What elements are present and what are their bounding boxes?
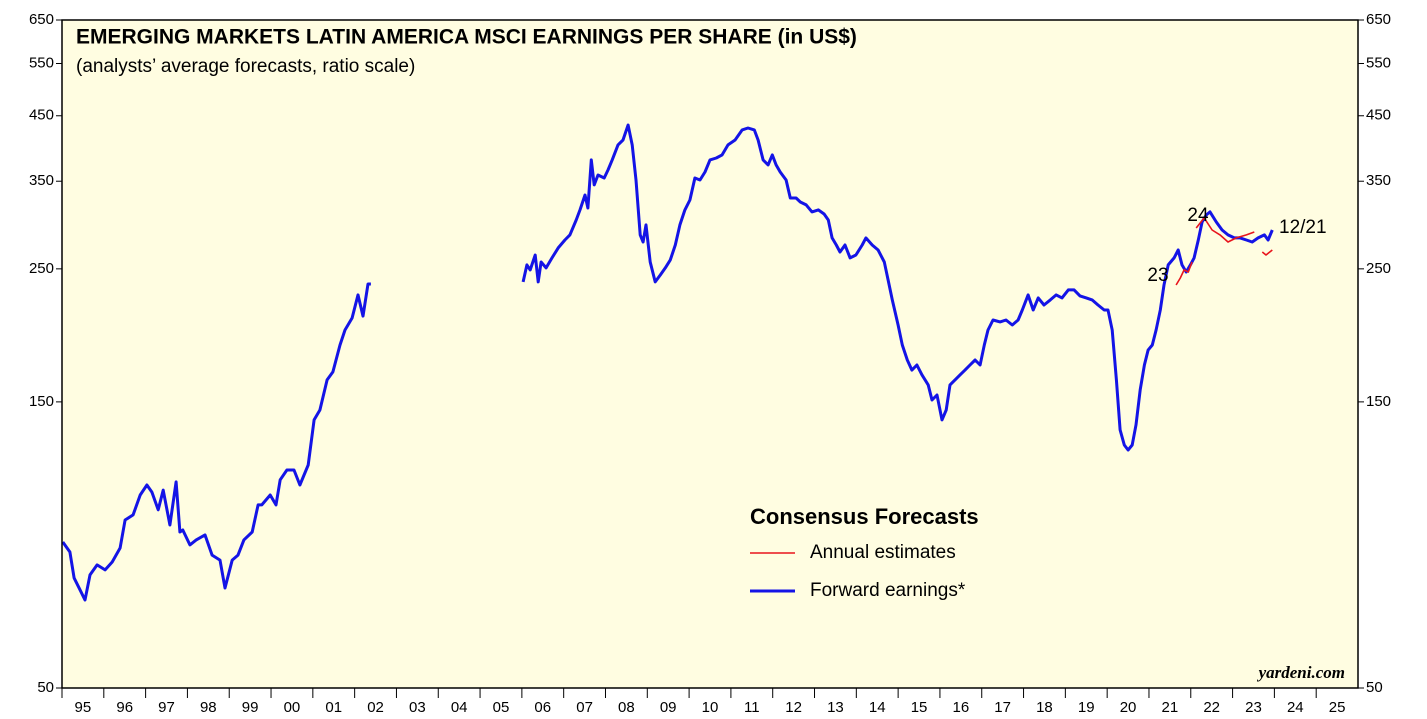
- x-tick-label: 25: [1329, 699, 1346, 716]
- x-tick-label: 05: [493, 699, 510, 716]
- x-tick-label: 06: [534, 699, 551, 716]
- y-tick-label: 250: [29, 260, 54, 277]
- x-tick-label: 97: [158, 699, 175, 716]
- x-tick-label: 99: [242, 699, 259, 716]
- y-tick-label: 150: [29, 393, 54, 410]
- annotation: 12/21: [1279, 217, 1327, 238]
- x-tick-label: 01: [325, 699, 342, 716]
- x-tick-label: 20: [1120, 699, 1137, 716]
- y-tick-label: 450: [29, 107, 54, 124]
- y2-tick-label: 50: [1366, 679, 1383, 696]
- x-tick-label: 22: [1203, 699, 1220, 716]
- y-tick-label: 650: [29, 11, 54, 28]
- x-tick-label: 09: [660, 699, 677, 716]
- x-tick-label: 23: [1245, 699, 1262, 716]
- x-tick-label: 17: [994, 699, 1011, 716]
- x-tick-label: 07: [576, 699, 593, 716]
- x-tick-label: 00: [284, 699, 301, 716]
- x-tick-label: 96: [116, 699, 133, 716]
- x-tick-label: 13: [827, 699, 844, 716]
- plot-area: [62, 20, 1358, 688]
- x-tick-label: 18: [1036, 699, 1053, 716]
- x-tick-label: 15: [911, 699, 928, 716]
- y2-tick-label: 550: [1366, 54, 1391, 71]
- chart-subtitle: (analysts’ average forecasts, ratio scal…: [76, 56, 415, 77]
- x-tick-label: 08: [618, 699, 635, 716]
- legend-title: Consensus Forecasts: [750, 504, 979, 529]
- annotation: 24: [1187, 205, 1209, 226]
- x-tick-label: 95: [75, 699, 92, 716]
- x-tick-label: 98: [200, 699, 217, 716]
- source: yardeni.com: [1257, 663, 1345, 682]
- y-tick-label: 550: [29, 54, 54, 71]
- x-tick-label: 21: [1162, 699, 1179, 716]
- legend-label: Forward earnings*: [810, 580, 966, 601]
- x-tick-label: 14: [869, 699, 886, 716]
- y-tick-label: 350: [29, 172, 54, 189]
- legend-label: Annual estimates: [810, 542, 956, 563]
- y2-tick-label: 250: [1366, 260, 1391, 277]
- series-line: [1175, 217, 1273, 286]
- x-tick-label: 12: [785, 699, 802, 716]
- x-tick-label: 10: [702, 699, 719, 716]
- x-tick-label: 19: [1078, 699, 1095, 716]
- plot-frame: [61, 19, 1359, 689]
- x-tick-label: 04: [451, 699, 468, 716]
- x-tick-label: 03: [409, 699, 426, 716]
- x-tick-label: 24: [1287, 699, 1304, 716]
- y2-tick-label: 150: [1366, 393, 1391, 410]
- y-tick-label: 50: [37, 679, 54, 696]
- x-tick-label: 11: [744, 699, 760, 716]
- annotation: 23: [1147, 265, 1168, 286]
- y2-tick-label: 350: [1366, 172, 1391, 189]
- chart-title: EMERGING MARKETS LATIN AMERICA MSCI EARN…: [76, 26, 857, 49]
- y2-tick-label: 650: [1366, 11, 1391, 28]
- x-tick-label: 02: [367, 699, 384, 716]
- y2-tick-label: 450: [1366, 107, 1391, 124]
- x-tick-label: 16: [952, 699, 969, 716]
- series-line: [61, 123, 1274, 602]
